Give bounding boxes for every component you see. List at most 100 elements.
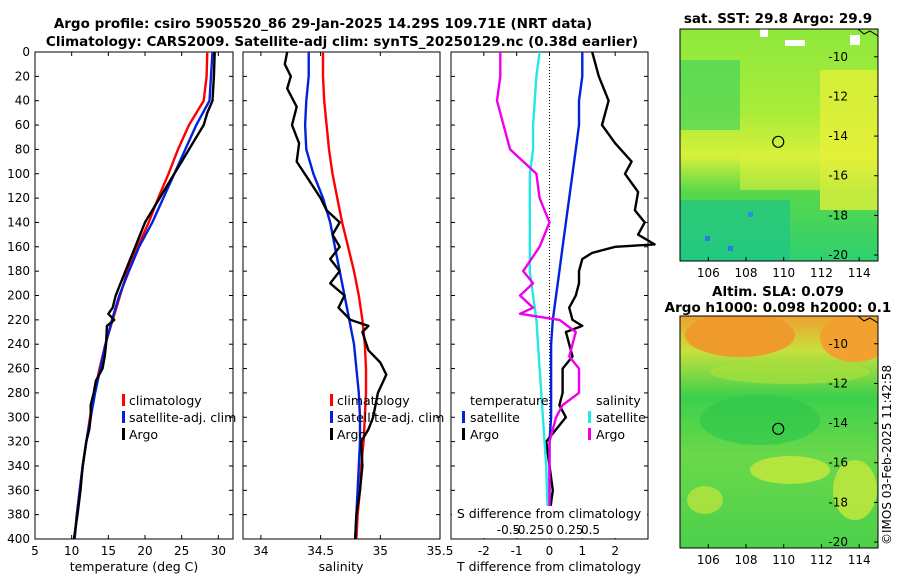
map-x-tick-label: 114 [848,266,871,280]
s-axis-label-background [452,506,647,538]
temperature-lines [72,51,216,540]
sst-cloud-mask [785,40,805,46]
sla-high-northeast [820,316,878,362]
map-y-tick-label: -18 [828,495,848,509]
sla-map: Altim. SLA: 0.079 Argo h1000: 0.098 h200… [665,284,892,567]
sla-mid-band [710,360,870,384]
legend-satellite-label: satellite-adj. clim [337,410,444,425]
map-x-tick-label: 112 [810,266,833,280]
sst-map-frame [679,28,879,262]
x-tick-label: 35 [373,544,388,558]
y-tick-label: 60 [15,118,30,132]
x-tick-label: -1 [511,544,523,558]
x-tick-label: 0 [546,544,554,558]
legend-argo-label: Argo [129,427,158,442]
sla-yellow-patch [833,460,877,520]
s-tick-label: 0.25 [557,523,584,537]
salinity-xlabel: salinity [319,559,364,574]
y-tick-label: 360 [7,483,30,497]
x-tick-label: 34 [253,544,268,558]
salinity-panel: 34 34.5 35 35.5 salinity climatology satell… [242,51,453,574]
map-y-tick-label: -10 [828,337,848,351]
y-tick-label: 160 [7,240,30,254]
sst-patch-green-west [680,60,740,130]
sst-map-title: sat. SST: 29.8 Argo: 29.9 [684,11,872,27]
salinity-ticks: 34 34.5 35 35.5 [243,51,453,558]
map-x-tick-label: 108 [735,266,758,280]
temperature-legend: climatology satellite-adj. clim Argo [122,393,236,442]
map-y-tick-label: -12 [828,89,848,103]
map-y-tick-label: -18 [828,208,848,222]
map-y-tick-label: -10 [828,50,848,64]
map-x-tick-label: 112 [810,553,833,567]
legend-argo-swatch [330,428,333,440]
sst-pixel-blue [748,212,753,217]
y-tick-label: 140 [7,215,30,229]
y-tick-label: 20 [15,69,30,83]
y-tick-label: 220 [7,313,30,327]
legend-satellite-label: satellite-adj. clim [129,410,236,425]
y-tick-label: 180 [7,264,30,278]
legend-argo-swatch [122,428,125,440]
y-tick-label: 280 [7,386,30,400]
map-x-tick-label: 114 [848,553,871,567]
y-tick-label: 400 [7,532,30,546]
legend-climatology-label: climatology [337,393,410,408]
sst-pixel-blue [705,236,710,241]
s-tick-label: 0 [546,523,554,537]
map-y-tick-label: -14 [828,416,848,430]
legend-s-satellite-swatch [588,411,591,423]
title-line-1: Argo profile: csiro 5905520_86 29-Jan-20… [54,16,592,32]
map-y-tick-label: -12 [828,376,848,390]
y-tick-label: 80 [15,142,30,156]
sla-low-center [700,395,820,445]
x-tick-label: 5 [31,544,39,558]
map-y-tick-label: -16 [828,169,848,183]
legend-t-argo-swatch [462,428,465,440]
series-line-argo [283,51,388,540]
y-tick-label: 120 [7,191,30,205]
difference-panel: -2 -1 0 1 2 T difference from climatology S … [450,51,656,574]
sla-map-frame [679,315,879,549]
y-tick-label: 340 [7,459,30,473]
sst-cloud-mask [760,29,768,37]
y-tick-label: 200 [7,289,30,303]
map-y-tick-label: -16 [828,456,848,470]
temperature-xlabel: temperature (deg C) [70,559,199,574]
legend-climatology-label: climatology [129,393,202,408]
map-x-tick-label: 108 [735,553,758,567]
sst-map-ticks: 106 108 110 112 114 -10 -12 -14 -16 -18 -20 [697,50,878,280]
salinity-axes-box [242,51,441,540]
x-tick-label: 2 [611,544,619,558]
y-tick-label: 320 [7,435,30,449]
sst-patch-yellow-center [740,150,820,190]
difference-s-axis-label: S difference from climatology [457,506,642,521]
legend-temperature-header: temperature [470,393,549,408]
y-tick-label: 240 [7,337,30,351]
series-line-t-argo [545,51,656,539]
salinity-lines [283,51,388,540]
temperature-ticks: 0 20 40 60 80 100 120 140 160 180 200 220 240 260 280 3… [7,45,233,558]
legend-satellite-swatch [122,411,125,423]
sst-patch-cool-southwest [680,200,790,261]
s-tick-label: 0.5 [581,523,600,537]
sla-high-northwest [685,316,795,357]
difference-ticks: -2 -1 0 1 2 [451,51,648,558]
sla-yellow-patch [687,486,723,514]
sla-argo-marker [772,422,785,435]
x-tick-label: 30 [211,544,226,558]
y-tick-label: 260 [7,362,30,376]
map-x-tick-label: 110 [772,266,795,280]
sla-map-title: Altim. SLA: 0.079 [712,284,844,300]
s-tick-label: -0.25 [513,523,544,537]
map-x-tick-label: 106 [697,266,720,280]
map-x-tick-label: 106 [697,553,720,567]
sst-patch-yellow-east [820,70,878,210]
y-tick-label: 100 [7,167,30,181]
sst-map: sat. SST: 29.8 Argo: 29.9 106 108 110 112 11… [679,11,879,280]
x-tick-label: 25 [174,544,189,558]
legend-salinity-header: salinity [596,393,641,408]
title-line-2: Climatology: CARS2009. Satellite-adj cli… [46,34,638,50]
legend-t-argo-label: Argo [470,427,499,442]
